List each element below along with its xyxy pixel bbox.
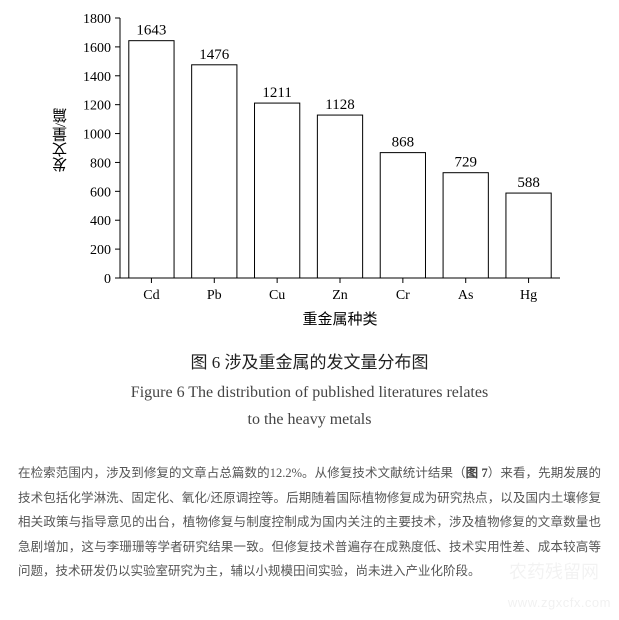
svg-text:1400: 1400	[83, 70, 111, 85]
svg-text:400: 400	[90, 214, 111, 229]
bar-chart-figure: 0 200 400 600 800 1000 1200 1400 1600 1800 Cd 1643 P…	[0, 0, 619, 340]
watermark-text-url: www.zgxcfx.com	[508, 595, 611, 610]
bar-Pb	[192, 65, 237, 278]
bar-chart-svg: 0 200 400 600 800 1000 1200 1400 1600 1800 Cd 1643 P…	[0, 0, 619, 340]
svg-text:200: 200	[90, 243, 111, 258]
svg-text:1600: 1600	[83, 41, 111, 56]
caption-english: Figure 6 The distribution of published l…	[30, 379, 589, 433]
bar-Cd	[129, 41, 174, 278]
bar-As	[443, 173, 488, 278]
caption-chinese: 图 6 涉及重金属的发文量分布图	[30, 348, 589, 373]
figure-caption: 图 6 涉及重金属的发文量分布图 Figure 6 The distributi…	[0, 340, 619, 433]
svg-text:Hg: Hg	[520, 288, 537, 303]
body-paragraph: 在检索范围内，涉及到修复的文章占总篇数的12.2%。从修复技术文献统计结果（图 …	[0, 433, 619, 583]
caption-english-line1: Figure 6 The distribution of published l…	[131, 384, 488, 401]
paragraph-pre: 在检索范围内，涉及到修复的文章占总篇数的12.2%。从修复技术文献统计结果（	[18, 466, 466, 480]
paragraph-bold-ref: 图 7	[466, 466, 488, 480]
svg-text:Cd: Cd	[143, 288, 159, 303]
svg-text:868: 868	[392, 135, 415, 151]
paragraph-post: ）来看，先期发展的技术包括化学淋洗、固定化、氧化/还原调控等。后期随着国际植物修…	[18, 466, 601, 578]
svg-text:As: As	[458, 288, 474, 303]
svg-text:1800: 1800	[83, 12, 111, 27]
bar-Hg	[506, 193, 551, 278]
svg-text:Cr: Cr	[396, 288, 410, 303]
bar-Cu	[255, 103, 300, 278]
svg-text:1476: 1476	[199, 47, 230, 63]
svg-text:Pb: Pb	[207, 288, 222, 303]
svg-text:1000: 1000	[83, 128, 111, 143]
svg-text:729: 729	[454, 155, 477, 171]
bar-Zn	[317, 115, 362, 278]
svg-text:588: 588	[517, 175, 540, 191]
svg-text:800: 800	[90, 156, 111, 171]
svg-text:600: 600	[90, 185, 111, 200]
svg-text:Zn: Zn	[332, 288, 348, 303]
caption-english-line2: to the heavy metals	[248, 411, 372, 428]
y-axis-label: 发文量/篇	[50, 108, 71, 172]
svg-text:0: 0	[104, 272, 111, 287]
svg-text:Cu: Cu	[269, 288, 285, 303]
svg-text:1643: 1643	[136, 23, 166, 39]
svg-text:1211: 1211	[262, 85, 291, 101]
x-axis-label: 重金属种类	[240, 308, 440, 329]
svg-text:1128: 1128	[325, 97, 354, 113]
svg-text:1200: 1200	[83, 99, 111, 114]
bar-Cr	[380, 153, 425, 278]
